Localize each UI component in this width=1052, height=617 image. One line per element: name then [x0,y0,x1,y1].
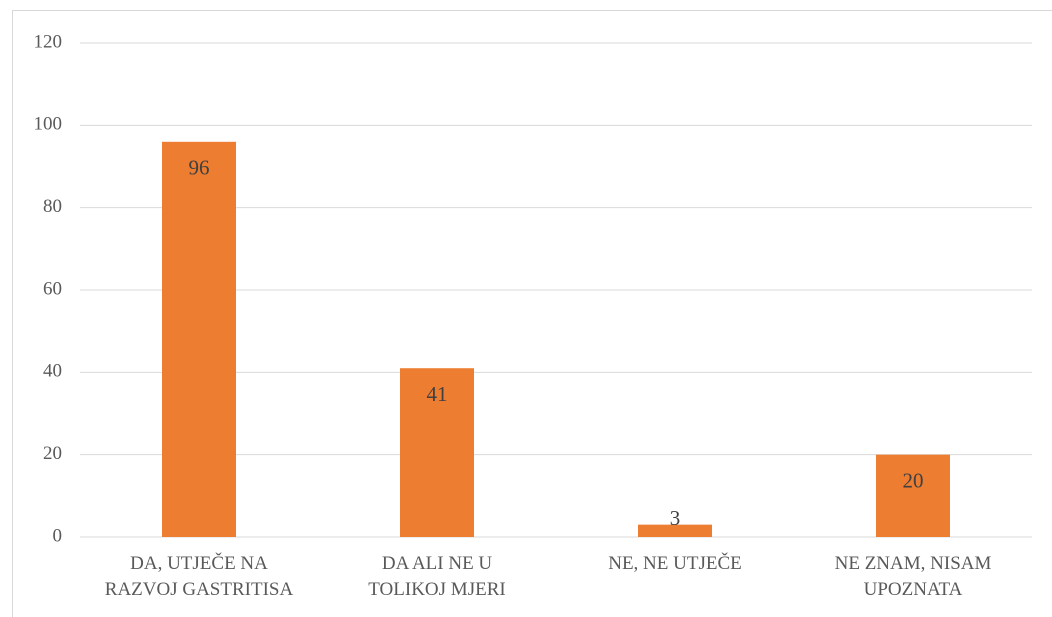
bar [876,454,950,537]
data-label: 3 [670,506,681,530]
y-tick-label: 40 [43,361,62,382]
y-tick-label: 80 [43,196,62,217]
y-tick-label: 0 [53,525,63,546]
x-tick-label: NE, NE UTJEČE [608,553,742,574]
y-tick-label: 120 [34,31,63,52]
data-label: 41 [427,382,448,406]
y-tick-label: 100 [34,114,63,135]
x-tick-label: NE ZNAM, NISAM UPOZNATA [834,553,992,600]
bar [638,524,712,537]
data-label: 20 [903,468,924,492]
bar [400,368,474,537]
y-tick-label: 20 [43,443,62,464]
data-label: 96 [189,156,210,180]
y-tick-label: 60 [43,278,62,299]
chart-border [12,10,1052,617]
bar [162,141,236,538]
x-tick-label: DA ALI NE U TOLIKOJ MJERI [368,553,506,600]
x-tick-label: DA, UTJEČE NA RAZVOJ GASTRITISA [104,553,294,600]
